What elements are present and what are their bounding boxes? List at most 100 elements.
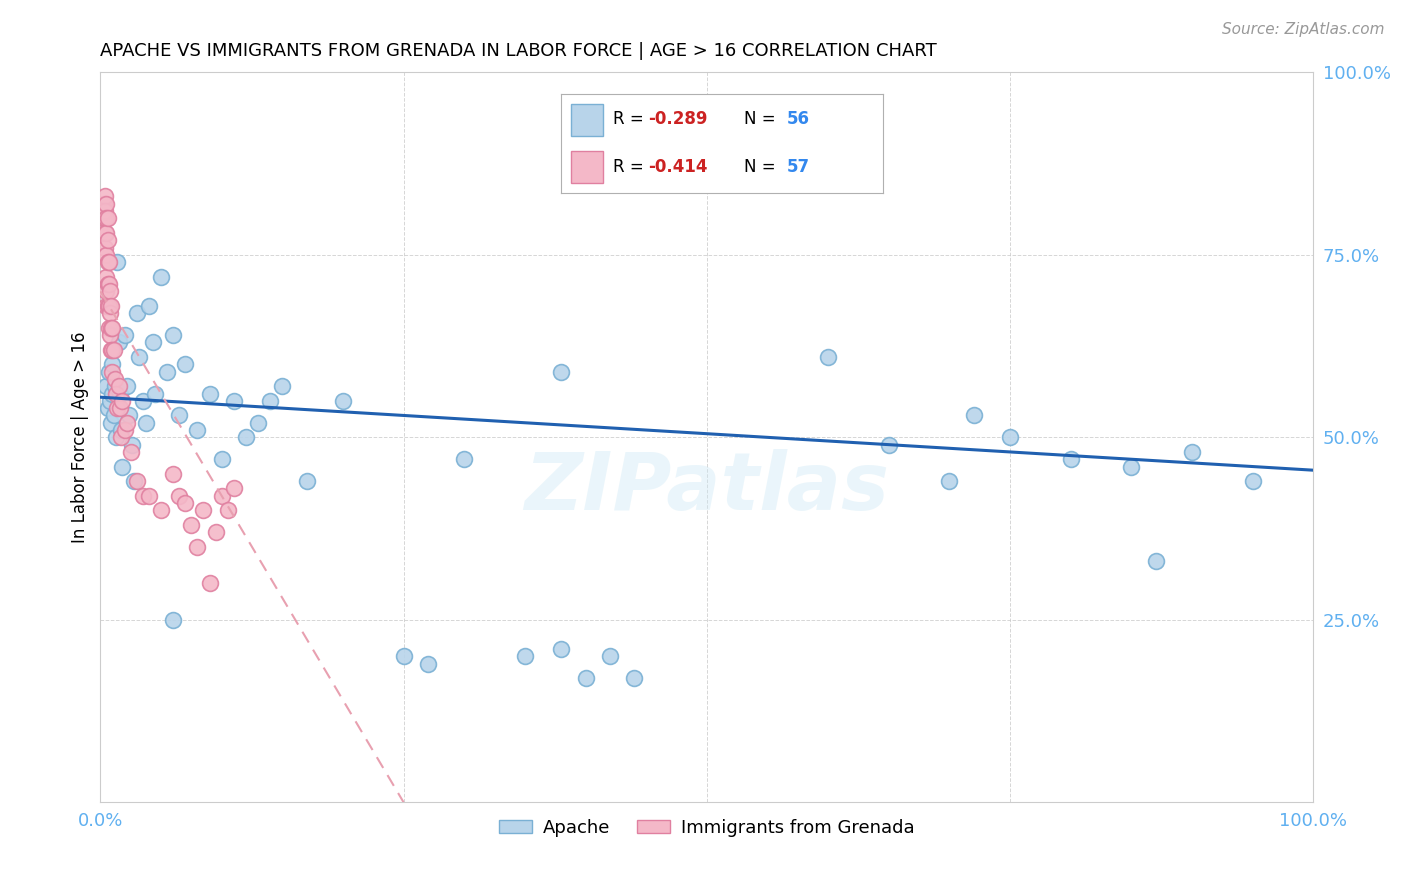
Point	[162, 467, 184, 481]
Point	[94, 241, 117, 255]
Point	[998, 430, 1021, 444]
Point	[963, 409, 986, 423]
Point	[453, 452, 475, 467]
Point	[877, 437, 900, 451]
Point	[97, 255, 120, 269]
Point	[94, 189, 117, 203]
Point	[574, 671, 596, 685]
Point	[1241, 474, 1264, 488]
Point	[96, 379, 118, 393]
Point	[101, 343, 124, 357]
Point	[599, 649, 621, 664]
Point	[104, 379, 127, 393]
Point	[132, 489, 155, 503]
Point	[111, 459, 134, 474]
Point	[150, 503, 173, 517]
Point	[98, 328, 121, 343]
Point	[1144, 554, 1167, 568]
Point	[132, 393, 155, 408]
Text: Source: ZipAtlas.com: Source: ZipAtlas.com	[1222, 22, 1385, 37]
Point	[141, 335, 163, 350]
Point	[98, 393, 121, 408]
Point	[100, 299, 122, 313]
Point	[211, 452, 233, 467]
Point	[97, 321, 120, 335]
Point	[121, 437, 143, 451]
Point	[1181, 445, 1204, 459]
Point	[100, 321, 122, 335]
Point	[97, 233, 120, 247]
Point	[167, 489, 190, 503]
Point	[623, 671, 645, 685]
Point	[97, 211, 120, 226]
Point	[108, 386, 131, 401]
Point	[222, 393, 245, 408]
Point	[107, 379, 129, 393]
Point	[100, 416, 122, 430]
Point	[93, 196, 115, 211]
Point	[180, 517, 202, 532]
Point	[125, 474, 148, 488]
Point	[150, 269, 173, 284]
Point	[115, 379, 138, 393]
Point	[120, 445, 142, 459]
Point	[98, 306, 121, 320]
Point	[114, 328, 136, 343]
Point	[94, 226, 117, 240]
Point	[204, 525, 226, 540]
Point	[118, 409, 141, 423]
Point	[138, 489, 160, 503]
Point	[817, 350, 839, 364]
Point	[217, 503, 239, 517]
Point	[125, 306, 148, 320]
Point	[416, 657, 439, 671]
Point	[111, 393, 134, 408]
Point	[103, 343, 125, 357]
Point	[115, 416, 138, 430]
Point	[550, 365, 572, 379]
Point	[93, 211, 115, 226]
Point	[96, 269, 118, 284]
Point	[96, 196, 118, 211]
Point	[96, 226, 118, 240]
Point	[211, 489, 233, 503]
Point	[98, 285, 121, 299]
Point	[193, 503, 215, 517]
Point	[271, 379, 294, 393]
Point	[114, 423, 136, 437]
Point	[1060, 452, 1083, 467]
Point	[103, 409, 125, 423]
Point	[235, 430, 257, 444]
Point	[105, 430, 128, 444]
Point	[105, 386, 128, 401]
Point	[104, 372, 127, 386]
Point	[513, 649, 536, 664]
Point	[97, 277, 120, 291]
Point	[97, 299, 120, 313]
Point	[162, 328, 184, 343]
Point	[186, 540, 208, 554]
Text: APACHE VS IMMIGRANTS FROM GRENADA IN LABOR FORCE | AGE > 16 CORRELATION CHART: APACHE VS IMMIGRANTS FROM GRENADA IN LAB…	[100, 42, 938, 60]
Legend: Apache, Immigrants from Grenada: Apache, Immigrants from Grenada	[492, 812, 921, 845]
Point	[97, 401, 120, 416]
Point	[96, 211, 118, 226]
Point	[392, 649, 415, 664]
Point	[295, 474, 318, 488]
Point	[101, 321, 124, 335]
Point	[247, 416, 270, 430]
Point	[1121, 459, 1143, 474]
Point	[222, 482, 245, 496]
Point	[174, 496, 197, 510]
Point	[162, 613, 184, 627]
Point	[97, 365, 120, 379]
Point	[100, 343, 122, 357]
Point	[94, 204, 117, 219]
Text: ZIPatlas: ZIPatlas	[524, 450, 890, 527]
Y-axis label: In Labor Force | Age > 16: In Labor Force | Age > 16	[72, 332, 89, 543]
Point	[107, 335, 129, 350]
Point	[143, 386, 166, 401]
Point	[110, 423, 132, 437]
Point	[938, 474, 960, 488]
Point	[101, 365, 124, 379]
Point	[174, 357, 197, 371]
